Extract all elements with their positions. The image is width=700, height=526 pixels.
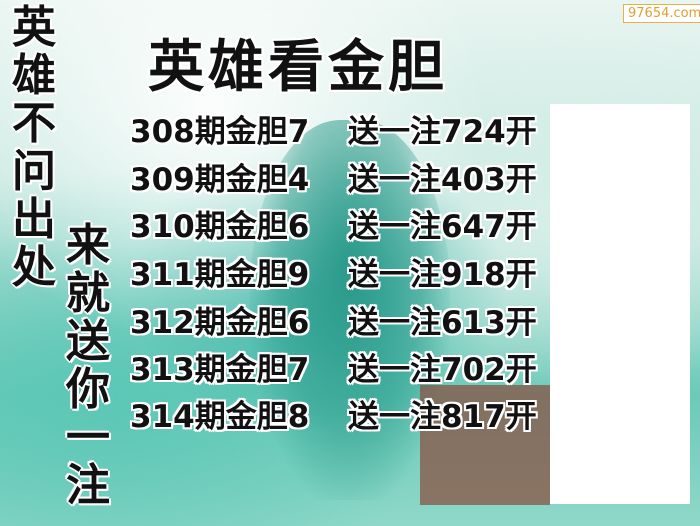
prediction-row: 313期金胆7 送一注702开 [130, 344, 537, 389]
issue-pick: 309期金胆4 [130, 162, 310, 198]
watermark: 97654.com [623, 4, 700, 23]
bonus-pick: 送一注724开 [348, 114, 537, 150]
slogan-char: 不 [12, 98, 56, 149]
prediction-row: 314期金胆8 送一注817开 [130, 391, 537, 436]
slogan-char: 一 [66, 412, 110, 463]
bonus-pick: 送一注613开 [348, 305, 537, 341]
slogan-char: 你 [66, 364, 110, 415]
bonus-pick: 送一注647开 [348, 209, 537, 245]
slogan-char: 处 [12, 242, 56, 293]
slogan-char: 英 [12, 2, 56, 53]
prediction-row: 312期金胆6 送一注613开 [130, 297, 537, 342]
issue-pick: 314期金胆8 [130, 399, 310, 435]
slogan-char: 来 [66, 220, 110, 271]
background-figure [250, 120, 450, 500]
issue-pick: 312期金胆6 [130, 305, 310, 341]
right-vertical-slogan: 来 就 送 你 一 注 [66, 222, 110, 510]
bonus-pick: 送一注918开 [348, 257, 537, 293]
slogan-char: 注 [66, 460, 110, 511]
go-board [420, 385, 550, 505]
issue-pick: 308期金胆7 [130, 114, 310, 150]
issue-pick: 310期金胆6 [130, 209, 310, 245]
white-cover-block [550, 104, 690, 504]
slogan-char: 就 [66, 268, 110, 319]
bonus-pick: 送一注702开 [348, 352, 537, 388]
issue-pick: 311期金胆9 [130, 257, 310, 293]
left-vertical-slogan: 英 雄 不 问 出 处 [12, 4, 56, 292]
bonus-pick: 送一注817开 [348, 399, 537, 435]
slogan-char: 雄 [12, 50, 56, 101]
issue-pick: 313期金胆7 [130, 352, 310, 388]
bonus-pick: 送一注403开 [348, 162, 537, 198]
slogan-char: 问 [12, 146, 56, 197]
prediction-row: 308期金胆7 送一注724开 [130, 106, 537, 151]
page-title: 英雄看金胆 [148, 35, 448, 100]
slogan-char: 送 [66, 316, 110, 367]
prediction-row: 311期金胆9 送一注918开 [130, 249, 537, 294]
slogan-char: 出 [12, 194, 56, 245]
prediction-row: 309期金胆4 送一注403开 [130, 154, 537, 199]
prediction-row: 310期金胆6 送一注647开 [130, 201, 537, 246]
